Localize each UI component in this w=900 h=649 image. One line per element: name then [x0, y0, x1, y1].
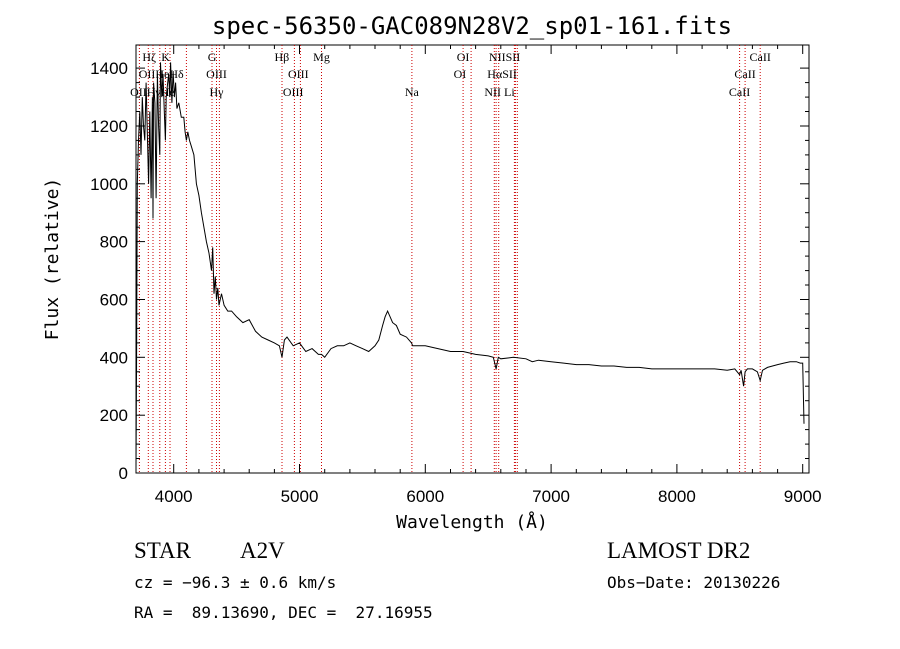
spectrum-curve	[135, 62, 805, 468]
x-tick-label: 9000	[784, 487, 822, 506]
line-label-15: Hγ	[210, 85, 225, 99]
line-label-13: CaII	[734, 67, 755, 81]
line-label-10: OIII	[288, 67, 309, 81]
x-tick-label: 5000	[281, 487, 319, 506]
y-axis: 0 200 400 600 800 1000 1200 1400	[90, 59, 809, 483]
coordinates: RA = 89.13690, DEC = 27.16955	[134, 603, 433, 622]
line-label-12: HαSII	[487, 67, 517, 81]
object-class: STAR	[134, 538, 191, 563]
survey-name: LAMOST DR2	[607, 538, 751, 563]
line-label-9: OIII	[206, 67, 227, 81]
chart-title: spec-56350-GAC089N28V2_sp01-161.fits	[212, 12, 732, 40]
y-tick-label: 200	[100, 406, 128, 425]
line-label-18: NII Li	[484, 85, 515, 99]
line-label-16: OIII	[283, 85, 304, 99]
y-tick-label: 800	[100, 233, 128, 252]
y-tick-label: 400	[100, 348, 128, 367]
y-axis-label: Flux (relative)	[42, 178, 63, 341]
line-label-4: Mg	[313, 50, 330, 64]
x-tick-label: 4000	[155, 487, 193, 506]
x-tick-label: 6000	[406, 487, 444, 506]
x-tick-label: 8000	[658, 487, 696, 506]
line-label-7: CaII	[750, 50, 771, 64]
line-label-19: CaII	[729, 85, 750, 99]
y-tick-label: 0	[119, 464, 128, 483]
observation-date: Obs−Date: 20130226	[607, 573, 781, 592]
line-label-2: G	[208, 50, 217, 64]
line-label-11: OI	[454, 67, 467, 81]
y-tick-label: 600	[100, 291, 128, 310]
y-tick-label: 1000	[90, 175, 128, 194]
x-tick-label: 7000	[532, 487, 570, 506]
x-axis-label: Wavelength (Å)	[396, 511, 548, 533]
line-label-5: OI	[457, 50, 470, 64]
spectral-lines	[138, 45, 761, 473]
y-tick-label: 1200	[90, 117, 128, 136]
object-subclass: A2V	[240, 538, 285, 563]
plot-frame	[135, 44, 810, 474]
redshift-velocity: cz = −96.3 ± 0.6 km/s	[134, 573, 337, 592]
line-label-3: Hβ	[275, 50, 290, 64]
line-label-17: Na	[405, 85, 420, 99]
y-tick-label: 1400	[90, 59, 128, 78]
line-label-1: K	[161, 50, 170, 64]
line-label-6: NIISII	[489, 50, 520, 64]
x-axis: 4000 5000 6000 7000 8000 9000	[155, 45, 822, 506]
line-label-0: Hζ	[142, 50, 156, 64]
